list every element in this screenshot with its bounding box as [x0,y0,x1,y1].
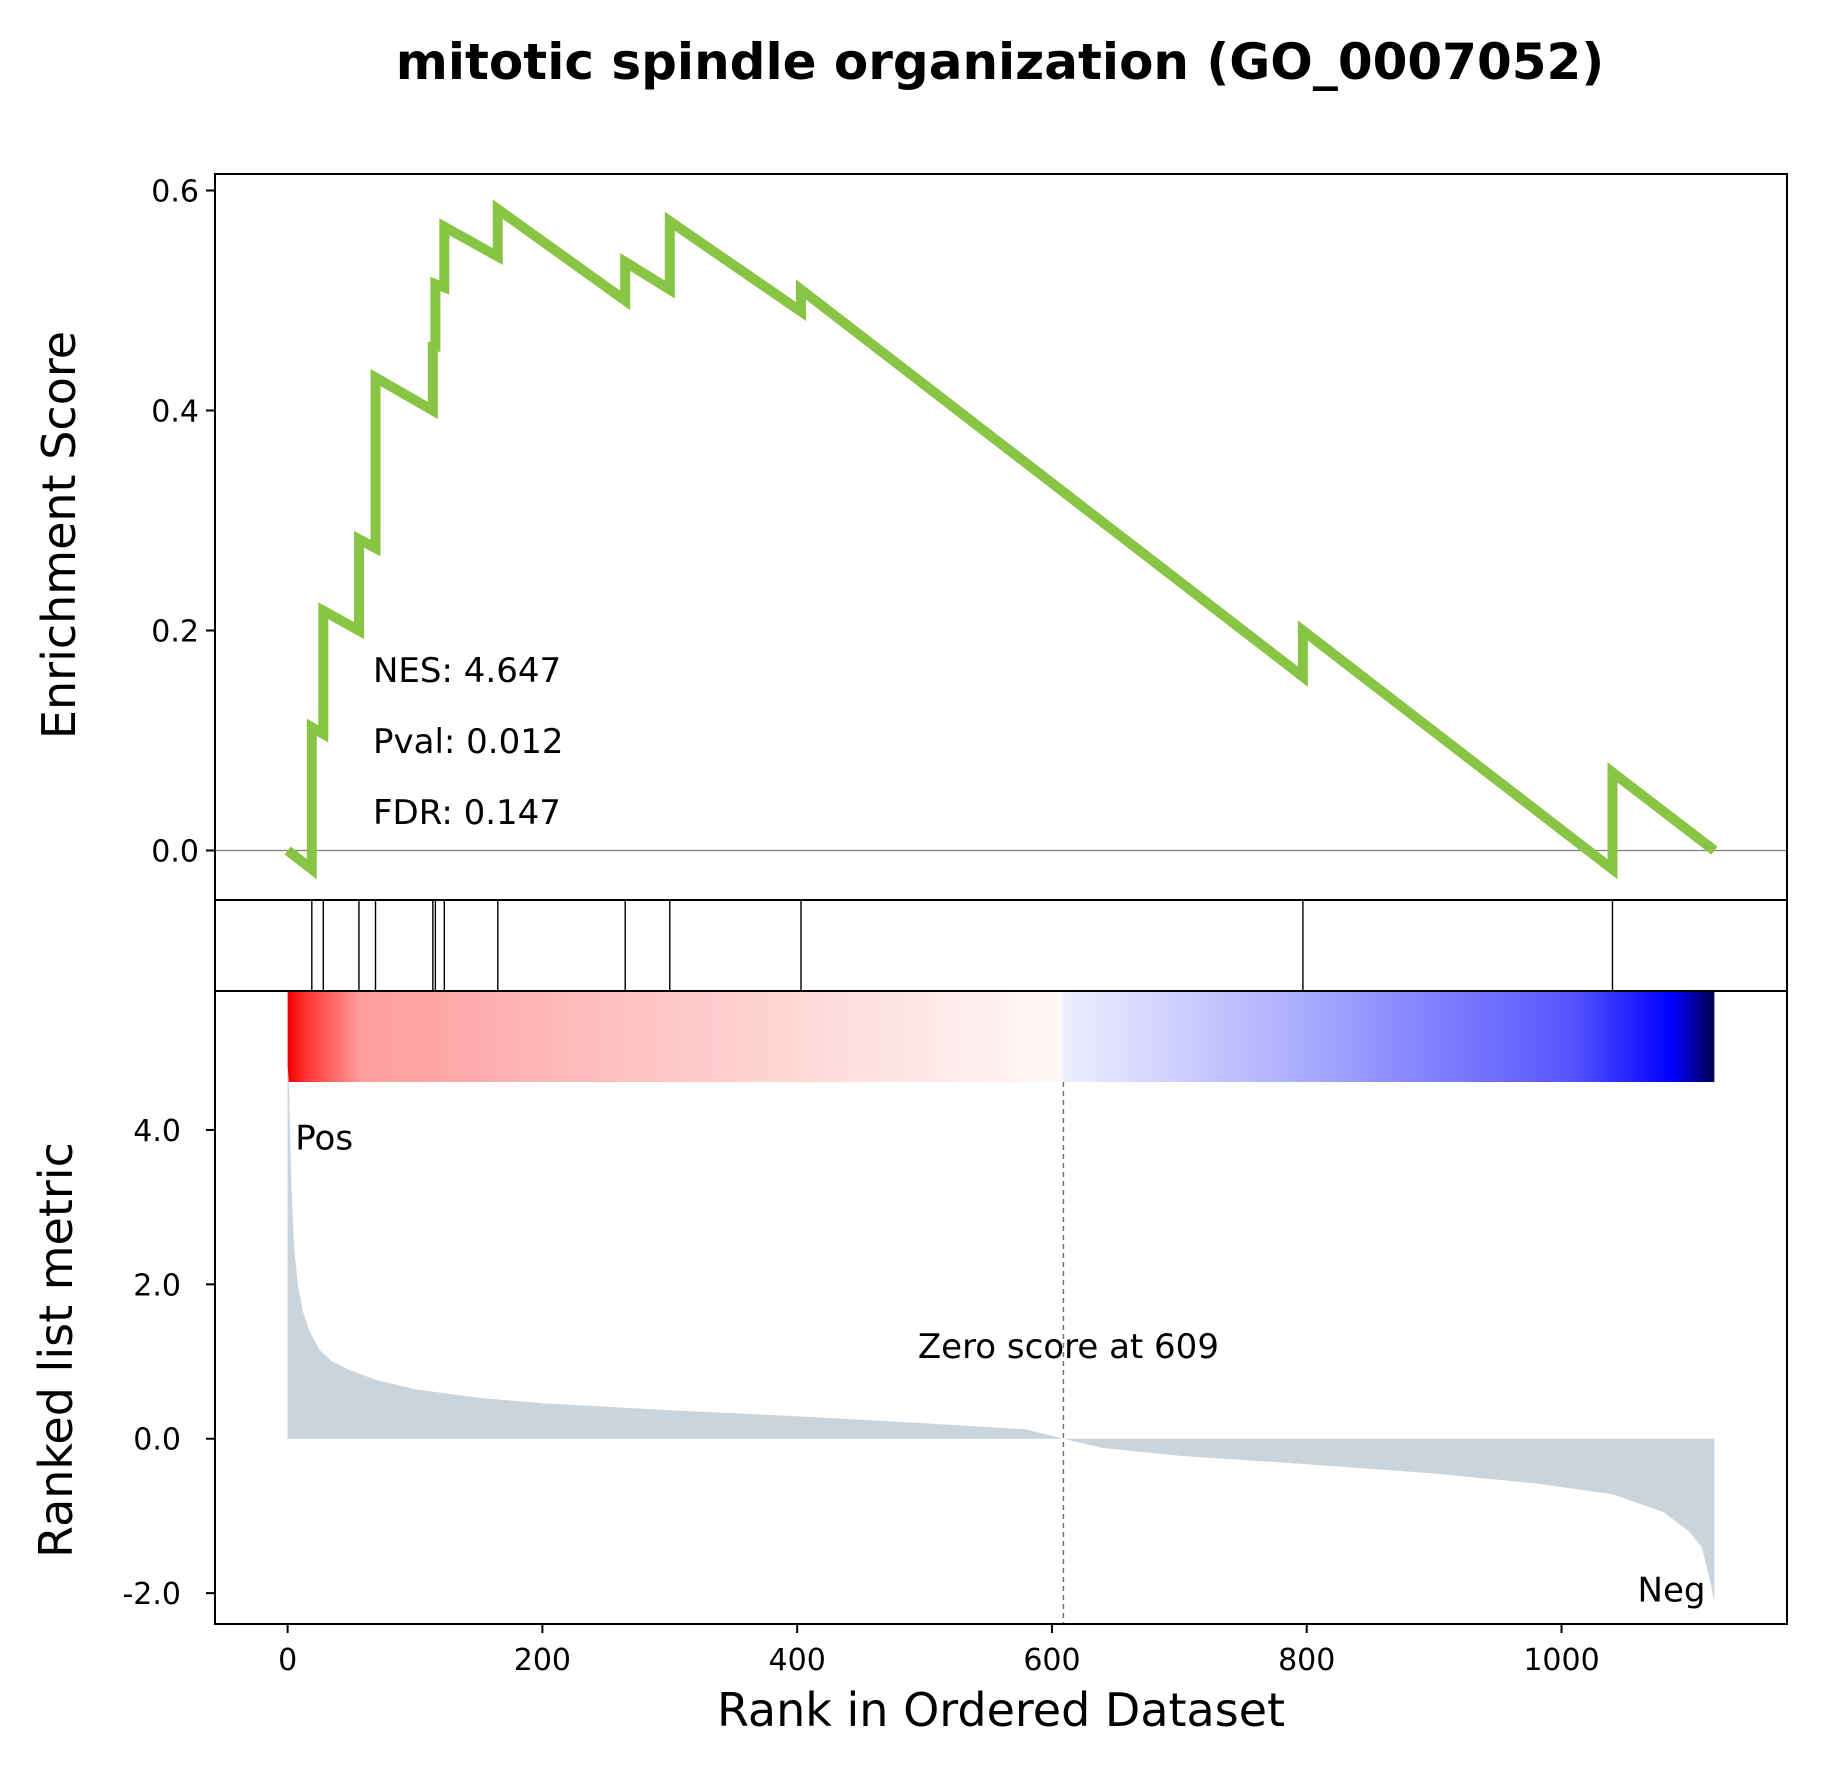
enrichment-score-curve [284,199,1718,880]
ranked-y-tick-label: 0.0 [133,1423,181,1458]
x-tick-label: 0 [278,1643,297,1678]
ranked-metric-area [287,1064,1715,1601]
hit-lines [311,900,1614,991]
ranked-panel-frame [214,990,1788,1625]
es-y-tick-label: 0.0 [151,835,199,870]
es-y-tick-label: 0.6 [151,175,199,210]
zero-score-label: Zero score at 609 [918,1327,1219,1367]
rank-color-bar [287,991,1715,1082]
x-axis-label: Rank in Ordered Dataset [717,1683,1285,1737]
x-tick-label: 600 [1023,1643,1080,1678]
ranked-y-ticks: -2.0 0.0 2.0 4.0 [122,1114,215,1612]
neg-label: Neg [1638,1570,1706,1610]
fdr-label: FDR: 0.147 [373,793,561,833]
ranked-y-tick-label: 4.0 [133,1114,181,1149]
pval-label: Pval: 0.012 [373,722,564,762]
hits-panel-frame [214,899,1788,992]
chart-title: mitotic spindle organization (GO_0007052… [396,33,1604,91]
nes-label: NES: 4.647 [373,651,561,691]
x-tick-label: 200 [514,1643,571,1678]
ranked-y-axis-label: Ranked list metric [29,1142,83,1558]
x-tick-label: 800 [1278,1643,1335,1678]
x-tick-label: 400 [769,1643,826,1678]
es-y-ticks: 0.0 0.2 0.4 0.6 [151,175,215,870]
es-panel-frame [214,173,1788,901]
x-ticks: 0 200 400 600 800 1000 [278,1624,1600,1678]
es-y-tick-label: 0.2 [151,615,199,650]
enrichment-panel: 0.0 0.2 0.4 0.6 NES: 4.647 Pval: 0.012 FDR:… [32,173,1788,901]
ranked-y-tick-label: 2.0 [133,1268,181,1303]
ranked-y-tick-label: -2.0 [122,1577,181,1612]
es-y-tick-label: 0.4 [151,395,199,430]
hits-panel [214,899,1788,992]
ranked-panel: Zero score at 609 Pos Neg -2.00.02.04.0 … [29,990,1788,1625]
x-tick-label: 1000 [1523,1643,1599,1678]
es-y-axis-label: Enrichment Score [32,331,86,739]
pos-label: Pos [295,1119,353,1159]
